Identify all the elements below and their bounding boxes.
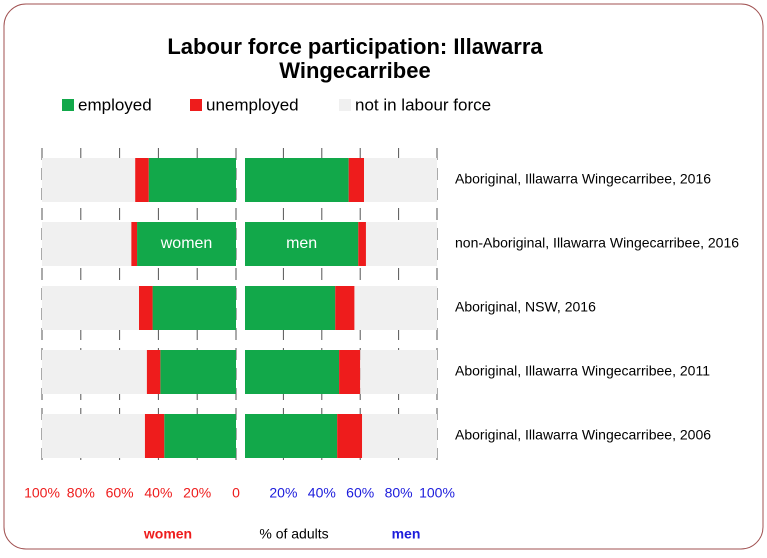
x-tick-label: 20%: [183, 485, 211, 501]
bar-men: [339, 350, 361, 394]
bar-women: [144, 414, 165, 458]
legend-swatch: [339, 99, 351, 111]
x-tick-label: 100%: [24, 485, 60, 501]
bar-women: [164, 414, 236, 458]
bar-women: [131, 222, 138, 266]
bar-women: [139, 286, 153, 330]
category-label: Aboriginal, Illawarra Wingecarribee, 201…: [455, 171, 711, 187]
bar-men: [362, 414, 437, 458]
bar-men: [358, 222, 366, 266]
bar-annotation: women: [160, 235, 213, 252]
bar-women: [42, 414, 145, 458]
bar-men: [360, 350, 437, 394]
bar-women: [152, 286, 236, 330]
bar-women: [160, 350, 236, 394]
legend-swatch: [190, 99, 202, 111]
bar-men: [364, 158, 437, 202]
bar-women: [135, 158, 149, 202]
category-label: non-Aboriginal, Illawarra Wingecarribee,…: [455, 235, 739, 251]
category-label: Aboriginal, Illawarra Wingecarribee, 201…: [455, 363, 710, 379]
bar-men: [245, 414, 338, 458]
women-axis-label: women: [143, 526, 192, 542]
bar-women: [137, 222, 236, 266]
x-tick-label: 40%: [144, 485, 172, 501]
bar-women: [146, 350, 161, 394]
legend-label: not in labour force: [355, 95, 491, 114]
bar-men: [245, 158, 349, 202]
bar-women: [42, 286, 139, 330]
men-axis-label: men: [392, 526, 421, 542]
bar-women: [42, 158, 136, 202]
x-axis-label: % of adults: [259, 526, 328, 542]
legend-label: unemployed: [206, 95, 299, 114]
bar-women: [42, 222, 132, 266]
x-tick-label: 0: [232, 485, 240, 501]
bar-women: [42, 350, 147, 394]
bar-men: [245, 350, 340, 394]
x-tick-label: 80%: [67, 485, 95, 501]
bar-men: [335, 286, 355, 330]
bar-annotation: men: [286, 235, 317, 252]
bar-men: [354, 286, 437, 330]
bar-men: [348, 158, 365, 202]
x-tick-label: 20%: [269, 485, 297, 501]
x-tick-label: 60%: [106, 485, 134, 501]
chart-title: Labour force participation: Illawarra Win…: [167, 34, 543, 83]
legend-swatch: [62, 99, 74, 111]
bar-men: [245, 286, 336, 330]
bar-men: [337, 414, 363, 458]
bar-women: [148, 158, 236, 202]
x-tick-label: 100%: [419, 485, 455, 501]
x-tick-label: 60%: [346, 485, 374, 501]
x-tick-label: 40%: [308, 485, 336, 501]
frame: [3, 3, 764, 550]
category-label: Aboriginal, Illawarra Wingecarribee, 200…: [455, 427, 711, 443]
bar-men: [365, 222, 437, 266]
bar-men: [245, 222, 359, 266]
category-label: Aboriginal, NSW, 2016: [455, 299, 596, 315]
legend-label: employed: [78, 95, 152, 114]
x-tick-label: 80%: [385, 485, 413, 501]
